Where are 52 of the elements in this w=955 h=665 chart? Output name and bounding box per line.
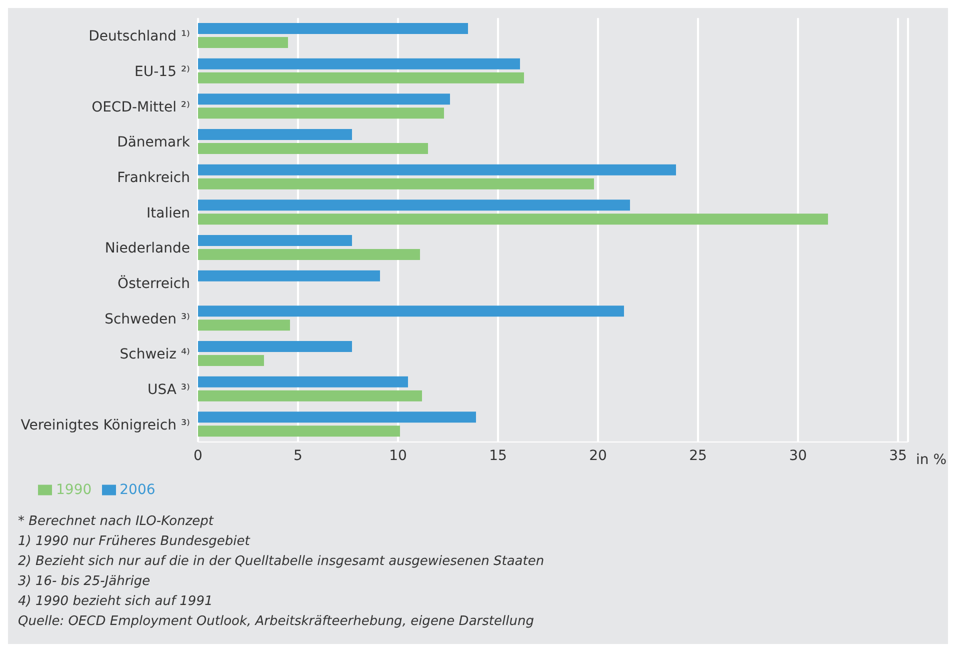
bar	[198, 412, 476, 423]
x-tick-label: 25	[689, 448, 707, 464]
y-tick-label: Dänemark	[117, 134, 191, 151]
bar	[198, 200, 630, 211]
bar	[198, 270, 380, 282]
x-tick-label: 35	[889, 448, 907, 464]
bar	[198, 214, 828, 225]
x-tick-label: 5	[294, 448, 302, 464]
y-tick-label: Schweden ³⁾	[104, 311, 190, 328]
y-tick-label: Vereinigtes Königreich ³⁾	[20, 417, 190, 434]
y-tick-label: Italien	[146, 205, 190, 222]
bar	[198, 164, 676, 176]
bar	[198, 306, 624, 317]
text: 2) Bezieht sich nur auf die in der Quelltabelle insgesamt ausgewiesenen Staaten	[18, 553, 546, 571]
bar	[198, 72, 524, 84]
y-tick-label: USA ³⁾	[148, 382, 190, 398]
bar	[198, 355, 264, 366]
x-tick-label: 10	[389, 448, 407, 464]
bar	[198, 376, 408, 388]
bar	[198, 143, 428, 154]
text: 3) 16- bis 25-Jährige	[18, 573, 152, 591]
x-tick-label: 20	[589, 448, 607, 464]
bar	[198, 37, 288, 48]
x-tick-label: 15	[489, 448, 507, 464]
bar	[198, 129, 352, 140]
legend-label: 1990	[56, 482, 92, 498]
bar	[198, 58, 520, 70]
y-tick-label: Schweiz ⁴⁾	[120, 346, 190, 363]
x-tick-label: 0	[194, 448, 202, 464]
bar	[198, 23, 468, 34]
y-tick-label: Österreich	[118, 274, 190, 292]
bar	[198, 320, 290, 331]
bar	[198, 94, 450, 105]
x-axis-title: in %	[916, 452, 947, 468]
text: 1) 1990 nur Früheres Bundesgebiet	[18, 533, 252, 551]
x-tick-label: 30	[789, 448, 807, 464]
y-tick-label: Niederlande	[104, 240, 190, 257]
y-tick-label: OECD-Mittel ²⁾	[92, 99, 190, 116]
legend-label: 2006	[120, 482, 156, 498]
source-note: Quelle: OECD Employment Outlook, Arbeitskräfteerhebung, eigene Darstellung	[18, 613, 535, 631]
bar	[198, 235, 352, 246]
bar	[198, 426, 400, 437]
text: * Berechnet nach ILO-Konzept	[18, 513, 215, 531]
bar	[198, 249, 420, 260]
bar	[198, 178, 594, 190]
text: 4) 1990 bezieht sich auf 1991	[18, 593, 214, 611]
y-tick-label: Frankreich	[117, 170, 190, 186]
bar	[198, 108, 444, 119]
bar	[198, 341, 352, 352]
y-tick-label: Deutschland ¹⁾	[88, 28, 190, 45]
y-tick-label: EU-15 ²⁾	[134, 64, 190, 80]
bar	[198, 390, 422, 402]
